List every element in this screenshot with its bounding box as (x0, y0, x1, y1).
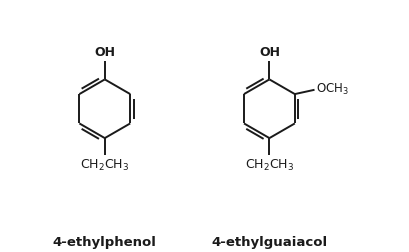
Text: OCH$_3$: OCH$_3$ (315, 82, 348, 97)
Text: CH$_2$CH$_3$: CH$_2$CH$_3$ (80, 158, 129, 173)
Text: 4-ethylguaiacol: 4-ethylguaiacol (211, 236, 327, 249)
Text: OH: OH (258, 46, 279, 59)
Text: 4-ethylphenol: 4-ethylphenol (53, 236, 156, 249)
Text: CH$_2$CH$_3$: CH$_2$CH$_3$ (244, 158, 293, 173)
Text: OH: OH (94, 46, 115, 59)
